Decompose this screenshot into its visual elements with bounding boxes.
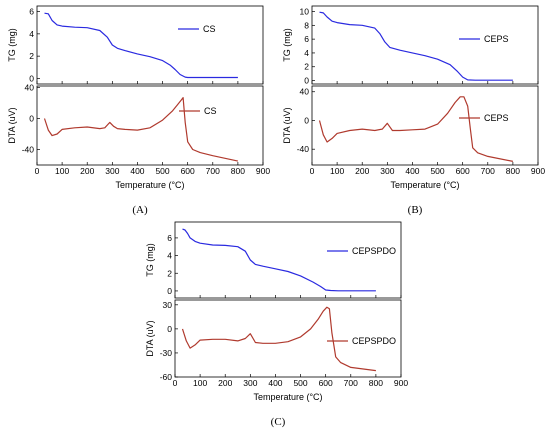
- dta-legend-label: CS: [204, 106, 217, 116]
- tg-ylabel: TG (mg): [282, 28, 292, 62]
- xtick-label: 0: [310, 166, 315, 176]
- xlabel: Temperature (°C): [115, 180, 184, 190]
- tg-ytick-label: 6: [304, 34, 309, 44]
- panel-a-label: (A): [132, 204, 148, 216]
- tg-legend-label: CEPS: [484, 34, 509, 44]
- tg-frame: [174, 221, 402, 299]
- xtick-label: 700: [206, 166, 220, 176]
- tg-ytick-label: 4: [304, 48, 309, 58]
- xtick-label: 700: [344, 378, 358, 388]
- dta-frame: [174, 299, 402, 378]
- xtick-label: 400: [405, 166, 419, 176]
- xtick-label: 800: [506, 166, 520, 176]
- dta-ytick-label: 0: [29, 114, 34, 124]
- xlabel: Temperature (°C): [253, 392, 322, 402]
- dta-subplot: -40 0 40 DTA (uV) CEPS: [282, 85, 539, 166]
- xlabel: Temperature (°C): [390, 180, 459, 190]
- dta-ytick-label: -30: [160, 348, 173, 358]
- tg-ytick-label: 0: [167, 286, 172, 296]
- dta-ytick-label: 0: [304, 115, 309, 125]
- panel-b-label: (B): [408, 204, 423, 216]
- xtick-label: 200: [355, 166, 369, 176]
- xtick-label: 400: [130, 166, 144, 176]
- tg-subplot: 0 2 4 6 TG (mg) CS: [7, 5, 264, 85]
- tg-ytick-label: 6: [167, 233, 172, 243]
- tg-ylabel: TG (mg): [145, 243, 155, 277]
- xtick-label: 100: [55, 166, 69, 176]
- dta-ylabel: DTA (uV): [7, 107, 17, 143]
- tg-ytick-label: 0: [304, 76, 309, 86]
- xtick-label: 500: [293, 378, 307, 388]
- tg-legend-label: CS: [203, 24, 216, 34]
- panel-c-label: (C): [271, 416, 286, 428]
- tg-ytick-label: 4: [167, 251, 172, 261]
- tg-ytick-label: 8: [304, 20, 309, 30]
- tg-frame: [36, 5, 264, 85]
- tg-ytick-label: 10: [300, 7, 310, 17]
- xtick-label: 100: [193, 378, 207, 388]
- xtick-label: 600: [456, 166, 470, 176]
- tg-subplot: 0 2 4 6 8 10 TG (mg) CEPS: [282, 5, 539, 86]
- tg-series-line: [44, 12, 238, 79]
- dta-ytick-label: 40: [300, 87, 310, 97]
- xtick-label: 300: [380, 166, 394, 176]
- xtick-label: 600: [181, 166, 195, 176]
- tg-ytick-label: 0: [29, 73, 34, 83]
- dta-ytick-label: -40: [297, 144, 310, 154]
- xtick-label: 800: [231, 166, 245, 176]
- xtick-label: 300: [243, 378, 257, 388]
- tg-frame: [311, 5, 539, 85]
- dta-series-line: [43, 97, 239, 162]
- dta-series-line: [181, 306, 376, 372]
- tg-ytick-label: 2: [29, 51, 34, 61]
- tg-ytick-label: 2: [167, 268, 172, 278]
- dta-subplot: -60 -30 0 30 DTA (uV) CEPSPDO: [145, 299, 402, 382]
- xtick-label: 900: [256, 166, 270, 176]
- xtick-label: 600: [319, 378, 333, 388]
- panel-c: 0 2 4 6 TG (mg) CEPSPDO -60 -30 0 30 DTA (uV) CEPSP…: [145, 221, 408, 402]
- dta-frame: [36, 85, 264, 166]
- xtick-label: 500: [155, 166, 169, 176]
- dta-legend-label: CEPSPDO: [352, 336, 396, 346]
- tg-ytick-label: 4: [29, 29, 34, 39]
- dta-ylabel: DTA (uV): [145, 320, 155, 356]
- dta-ylabel: DTA (uV): [282, 107, 292, 143]
- dta-frame: [311, 85, 539, 166]
- xtick-label: 400: [268, 378, 282, 388]
- dta-ytick-label: 0: [167, 324, 172, 334]
- dta-subplot: -40 0 40 DTA (uV) CS: [7, 83, 264, 166]
- tg-ytick-label: 6: [29, 7, 34, 17]
- tg-series-line: [319, 11, 513, 81]
- dta-ytick-label: 30: [163, 300, 173, 310]
- tg-ytick-label: 2: [304, 62, 309, 72]
- xtick-label: 200: [218, 378, 232, 388]
- xtick-label: 200: [80, 166, 94, 176]
- xtick-label: 700: [481, 166, 495, 176]
- tg-legend-label: CEPSPDO: [352, 246, 396, 256]
- tg-subplot: 0 2 4 6 TG (mg) CEPSPDO: [145, 221, 402, 299]
- xtick-label: 300: [105, 166, 119, 176]
- xtick-label: 900: [394, 378, 408, 388]
- xtick-label: 100: [330, 166, 344, 176]
- dta-ytick-label: -40: [22, 145, 35, 155]
- xtick-label: 0: [35, 166, 40, 176]
- tg-series-line: [182, 228, 376, 292]
- dta-series-line: [318, 96, 514, 162]
- xtick-label: 800: [369, 378, 383, 388]
- xtick-label: 0: [173, 378, 178, 388]
- dta-ytick-label: -60: [160, 372, 173, 382]
- dta-legend-label: CEPS: [484, 113, 509, 123]
- dta-ytick-label: 40: [25, 83, 35, 93]
- xtick-label: 500: [430, 166, 444, 176]
- tg-ylabel: TG (mg): [7, 28, 17, 62]
- xtick-label: 900: [531, 166, 545, 176]
